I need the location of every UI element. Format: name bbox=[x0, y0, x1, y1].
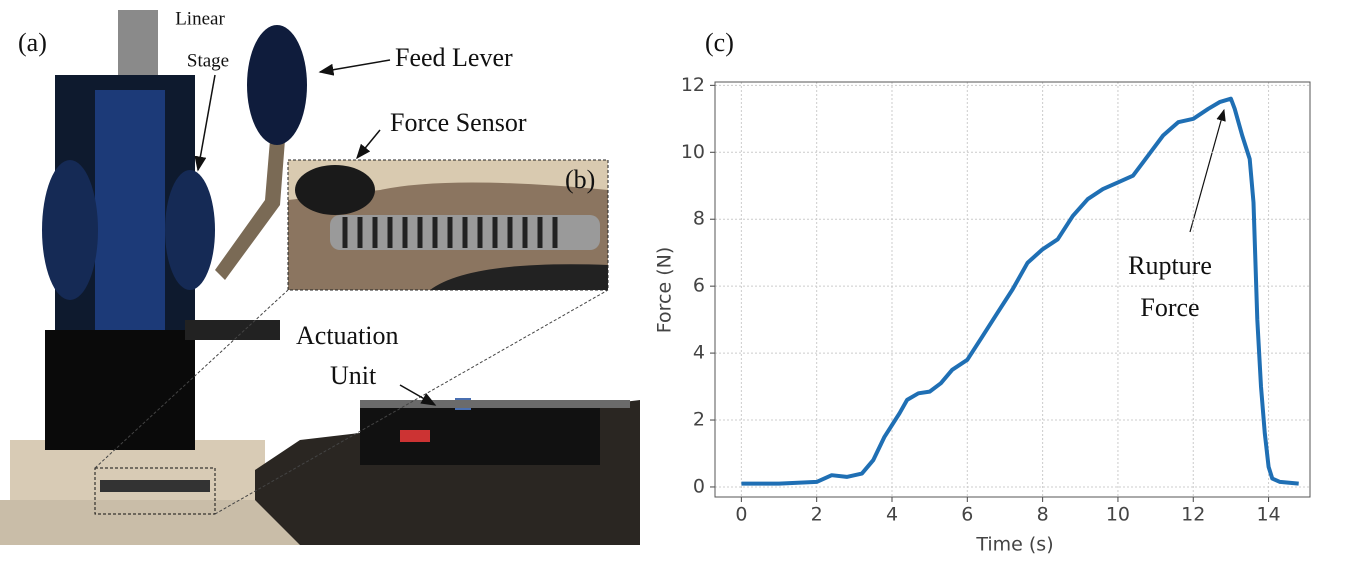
x-tick-label: 8 bbox=[1037, 504, 1049, 526]
panel-label: (a) bbox=[18, 28, 47, 57]
label: Force Sensor bbox=[390, 108, 527, 137]
y-tick-label: 10 bbox=[681, 141, 705, 163]
label-line: Actuation bbox=[296, 321, 399, 350]
annotation: Rupture bbox=[1128, 251, 1212, 280]
y-tick-label: 4 bbox=[693, 342, 705, 364]
y-tick-label: 8 bbox=[693, 208, 705, 230]
y-axis-label: Force (N) bbox=[654, 247, 676, 333]
y-tick-label: 2 bbox=[693, 409, 705, 431]
annotation: Force bbox=[1140, 293, 1199, 322]
x-tick-label: 0 bbox=[735, 504, 747, 526]
plot-frame bbox=[714, 81, 1311, 498]
label: Feed Lever bbox=[395, 43, 513, 72]
y-tick-label: 6 bbox=[693, 275, 705, 297]
x-tick-label: 6 bbox=[961, 504, 973, 526]
x-tick-label: 4 bbox=[886, 504, 898, 526]
data-line bbox=[741, 96, 1299, 486]
x-axis-label: Time (s) bbox=[975, 534, 1053, 556]
x-tick-label: 14 bbox=[1256, 504, 1280, 526]
panel-label: (c) bbox=[705, 28, 734, 57]
photo bbox=[0, 10, 1226, 545]
label-line: Linear bbox=[175, 8, 225, 29]
x-tick-label: 2 bbox=[811, 504, 823, 526]
x-tick-label: 12 bbox=[1181, 504, 1205, 526]
y-tick-label: 0 bbox=[693, 475, 705, 497]
label-line: Stage bbox=[187, 50, 229, 71]
label-line: Unit bbox=[330, 361, 377, 390]
panel-label: (b) bbox=[565, 165, 595, 194]
x-tick-label: 10 bbox=[1106, 504, 1130, 526]
y-tick-label: 12 bbox=[681, 74, 705, 96]
